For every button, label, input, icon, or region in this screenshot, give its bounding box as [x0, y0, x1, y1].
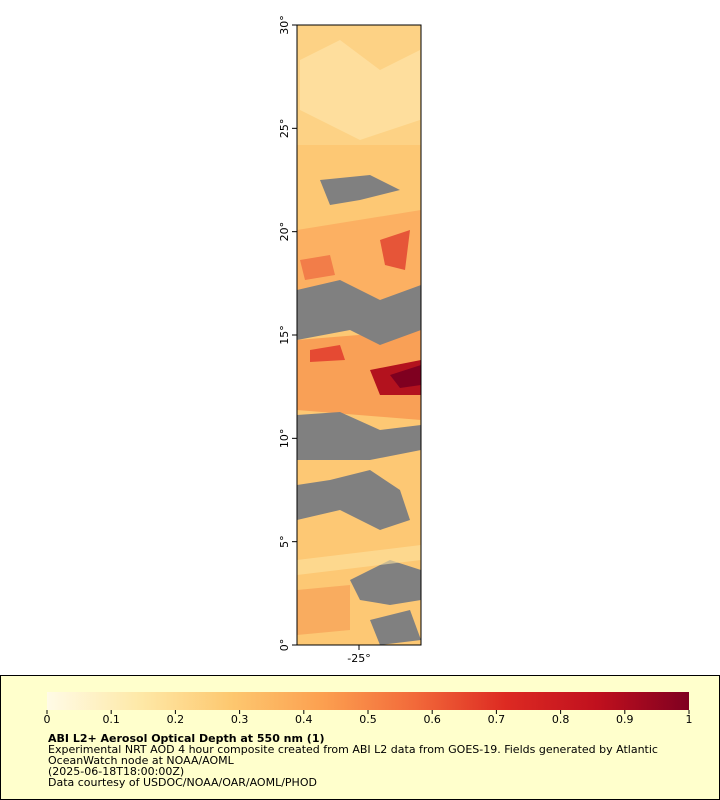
- colorbar-axis: 0 0.1 0.2 0.3 0.4 0.5 0.6 0.7 0.8 0.9 1: [44, 710, 693, 726]
- y-tick-label: 10°: [278, 429, 291, 449]
- description: Experimental NRT AOD 4 hour composite cr…: [48, 743, 658, 756]
- legend-title: ABI L2+ Aerosol Optical Depth at 550 nm …: [48, 732, 325, 745]
- y-tick-label: 25°: [278, 119, 291, 139]
- colorbar-tick-label: 0.2: [167, 713, 185, 726]
- colorbar-tick-label: 0: [44, 713, 51, 726]
- y-tick-label: 0°: [278, 639, 291, 652]
- description: OceanWatch node at NOAA/AOML: [48, 754, 235, 767]
- aod-raster: [297, 25, 421, 645]
- colorbar-tick-label: 0.8: [552, 713, 570, 726]
- time: (2025-06-18T18:00:00Z): [48, 765, 184, 778]
- colorbar-tick-label: 0.6: [423, 713, 441, 726]
- y-tick-label: 30°: [278, 15, 291, 35]
- colorbar-tick-label: 0.1: [102, 713, 120, 726]
- colorbar-tick-label: 0.9: [616, 713, 634, 726]
- colorbar-tick-label: 0.7: [488, 713, 506, 726]
- y-tick-label: 15°: [278, 325, 291, 345]
- colorbar-tick-label: 1: [686, 713, 693, 726]
- x-tick-label: -25°: [347, 652, 370, 665]
- colorbar-tick-label: 0.5: [359, 713, 377, 726]
- colorbar-tick-label: 0.3: [231, 713, 249, 726]
- credit: Data courtesy of USDOC/NOAA/OAR/AOML/PHO…: [48, 776, 317, 789]
- y-tick-label: 20°: [278, 222, 291, 242]
- y-tick-label: 5°: [278, 535, 291, 548]
- colorbar-tick-label: 0.4: [295, 713, 313, 726]
- axes: 0° 5° 10° 15° 20° 25° 30° -25°: [278, 15, 371, 665]
- colorbar: [47, 692, 689, 710]
